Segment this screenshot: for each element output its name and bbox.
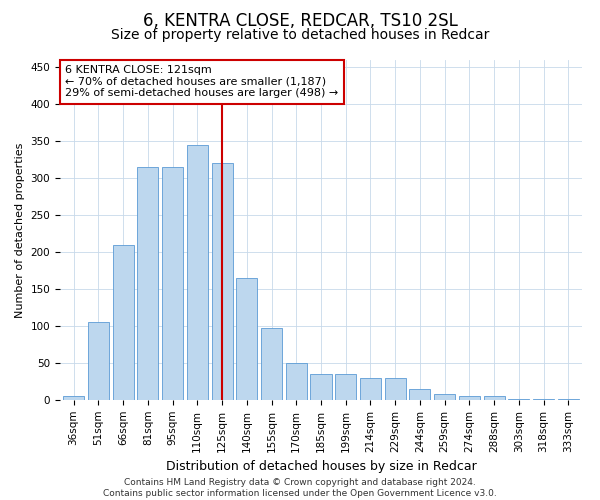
Bar [162, 167, 183, 400]
X-axis label: Distribution of detached houses by size in Redcar: Distribution of detached houses by size … [166, 460, 476, 473]
Bar [212, 164, 233, 400]
Bar [409, 389, 430, 400]
Bar [484, 396, 505, 400]
Y-axis label: Number of detached properties: Number of detached properties [15, 142, 25, 318]
Bar [261, 328, 282, 400]
Bar [88, 322, 109, 400]
Bar [385, 378, 406, 400]
Bar [187, 145, 208, 400]
Bar [434, 394, 455, 400]
Bar [137, 167, 158, 400]
Bar [310, 374, 332, 400]
Bar [113, 245, 134, 400]
Text: 6, KENTRA CLOSE, REDCAR, TS10 2SL: 6, KENTRA CLOSE, REDCAR, TS10 2SL [143, 12, 457, 30]
Bar [360, 378, 381, 400]
Text: 6 KENTRA CLOSE: 121sqm
← 70% of detached houses are smaller (1,187)
29% of semi-: 6 KENTRA CLOSE: 121sqm ← 70% of detached… [65, 65, 338, 98]
Text: Size of property relative to detached houses in Redcar: Size of property relative to detached ho… [111, 28, 489, 42]
Text: Contains HM Land Registry data © Crown copyright and database right 2024.
Contai: Contains HM Land Registry data © Crown c… [103, 478, 497, 498]
Bar [286, 363, 307, 400]
Bar [63, 396, 84, 400]
Bar [236, 278, 257, 400]
Bar [508, 398, 529, 400]
Bar [459, 396, 480, 400]
Bar [335, 374, 356, 400]
